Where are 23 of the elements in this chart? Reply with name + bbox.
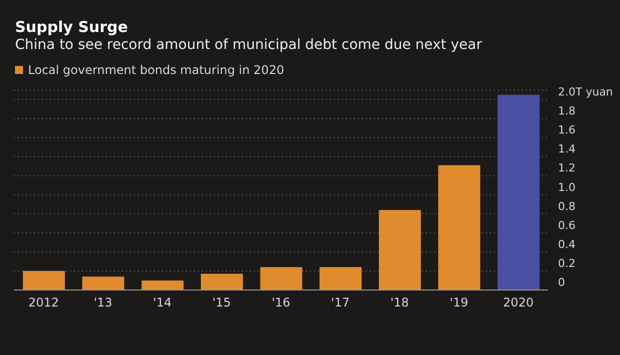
x-tick-label: '15 bbox=[212, 296, 231, 310]
y-tick-label: 0 bbox=[558, 276, 565, 290]
y-tick-label: 1.0 bbox=[558, 180, 576, 194]
y-tick-label: 0.4 bbox=[558, 238, 576, 251]
y-tick-label: 1.2 bbox=[558, 162, 576, 175]
x-tick-label: '17 bbox=[331, 296, 350, 310]
y-tick-label: 1.4 bbox=[558, 142, 576, 156]
y-tick-label: 1.6 bbox=[558, 124, 576, 137]
x-tick-label: '13 bbox=[94, 296, 112, 310]
chart-subtitle: China to see record amount of municipal debt come due next year bbox=[15, 37, 483, 53]
x-tick-label: '16 bbox=[272, 296, 290, 310]
y-tick-label: 1.8 bbox=[558, 104, 576, 118]
x-tick-label: '19 bbox=[450, 296, 468, 310]
x-tick-label: '14 bbox=[153, 296, 172, 310]
chart-title: Supply Surge bbox=[15, 18, 129, 36]
x-tick-label: 2012 bbox=[28, 296, 59, 310]
legend-label: Local government bonds maturing in 2020 bbox=[27, 63, 284, 77]
y-tick-label: 2.0T yuan bbox=[558, 86, 613, 99]
y-tick-label: 0.2 bbox=[558, 256, 576, 270]
x-tick-label: '18 bbox=[390, 296, 409, 310]
x-tick-label: 2020 bbox=[503, 296, 534, 310]
y-tick-label: 0.6 bbox=[558, 218, 576, 232]
y-tick-label: 0.8 bbox=[558, 200, 576, 213]
